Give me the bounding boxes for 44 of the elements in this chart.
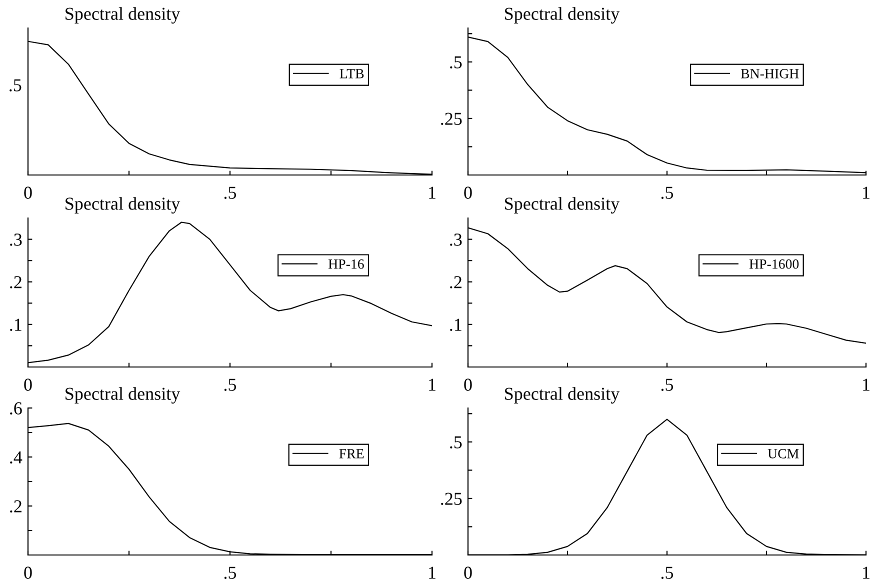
x-tick-label: .5 bbox=[661, 566, 674, 579]
chart-title: Spectral density bbox=[505, 387, 620, 404]
x-tick-label: 1 bbox=[863, 566, 870, 579]
y-tick-label: .5 bbox=[450, 56, 462, 68]
legend-label: BN-HIGH bbox=[740, 69, 799, 78]
y-tick-label: .1 bbox=[450, 318, 462, 331]
x-tick-label: .5 bbox=[661, 378, 674, 391]
chart-title: Spectral density bbox=[505, 7, 620, 24]
x-tick-label: .5 bbox=[224, 378, 236, 391]
x-tick-label: 0 bbox=[24, 566, 32, 579]
x-tick-label: .5 bbox=[661, 186, 674, 199]
x-tick-label: 0 bbox=[464, 378, 472, 391]
x-tick-label: 1 bbox=[863, 186, 870, 199]
chart-title: Spectral density bbox=[66, 387, 180, 404]
chart-title: Spectral density bbox=[66, 7, 180, 24]
chart-title: Spectral density bbox=[505, 197, 620, 214]
x-tick-label: 0 bbox=[24, 378, 32, 391]
y-tick-label: .5 bbox=[450, 436, 462, 448]
legend-label: HP-16 bbox=[328, 259, 364, 269]
x-tick-label: 1 bbox=[429, 186, 436, 199]
chart-title: Spectral density bbox=[66, 197, 180, 214]
y-tick-label: .4 bbox=[10, 451, 22, 464]
legend-label: HP-1600 bbox=[749, 259, 799, 269]
legend-label: FRE bbox=[339, 449, 364, 458]
line-series bbox=[28, 222, 432, 364]
x-tick-label: .5 bbox=[224, 186, 236, 199]
x-tick-label: 0 bbox=[464, 186, 472, 199]
y-tick-label: .3 bbox=[10, 234, 22, 246]
y-tick-label: .2 bbox=[10, 276, 22, 288]
y-tick-label: .25 bbox=[441, 492, 462, 505]
y-tick-label: .2 bbox=[450, 276, 462, 288]
legend-label: LTB bbox=[340, 69, 364, 78]
x-tick-label: 1 bbox=[429, 378, 436, 391]
x-tick-label: 0 bbox=[464, 566, 472, 579]
y-tick-label: .6 bbox=[10, 402, 22, 415]
x-tick-label: .5 bbox=[224, 566, 236, 579]
legend-label: UCM bbox=[768, 449, 799, 458]
x-tick-label: 1 bbox=[429, 566, 436, 579]
x-tick-label: 0 bbox=[24, 186, 32, 199]
y-tick-label: .25 bbox=[441, 112, 462, 125]
y-tick-label: .3 bbox=[450, 234, 462, 246]
y-tick-label: .2 bbox=[10, 500, 22, 513]
y-tick-label: .1 bbox=[10, 318, 22, 331]
x-tick-label: 1 bbox=[863, 378, 870, 391]
